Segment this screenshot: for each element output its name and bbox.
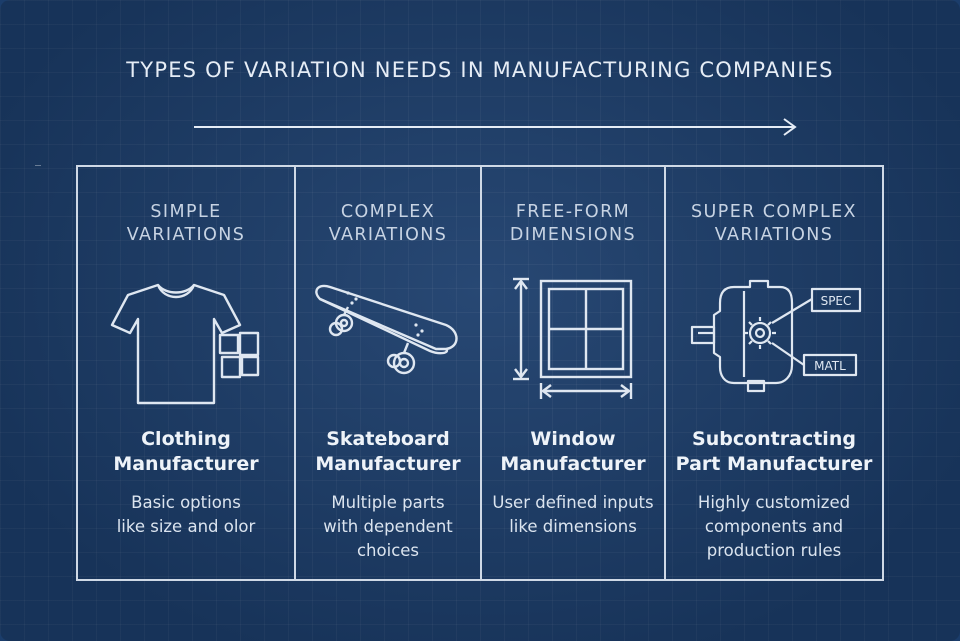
column-heading: COMPLEX VARIATIONS [328,202,448,245]
machined-part-icon: SPEC MATL [690,279,862,393]
column-heading: SIMPLE VARIATIONS [126,202,246,245]
t-shirt-icon [110,283,260,405]
manufacturer-name: Skateboard Manufacturer [315,428,461,475]
column-complex-variations: COMPLEX VARIATIONS [296,167,482,579]
variation-types-table: SIMPLE VARIATIONS Clothing Manufacturer … [76,165,884,581]
progression-arrow-icon [194,118,797,136]
variation-description: Multiple parts with dependent choices [323,493,453,560]
spec-label: SPEC [821,294,852,308]
manufacturer-name: Window Manufacturer [500,428,646,475]
variation-description: User defined inputs like dimensions [492,493,654,536]
column-heading: SUPER COMPLEX VARIATIONS [691,202,857,245]
column-heading: FREE-FORM DIMENSIONS [509,202,637,245]
manufacturer-name: Clothing Manufacturer [113,428,259,475]
grid-mark [35,165,41,166]
variation-description: Basic options like size and olor [116,493,256,536]
column-free-form-dimensions: FREE-FORM DIMENSIONS [482,167,666,579]
column-simple-variations: SIMPLE VARIATIONS Clothing Manufacturer … [78,167,296,579]
variation-description: Highly customized components and product… [697,493,851,560]
window-icon [513,277,633,399]
manufacturer-name: Subcontracting Part Manufacturer [675,428,873,475]
column-super-complex-variations: SUPER COMPLEX VARIATIONS [666,167,882,579]
material-label: MATL [814,359,846,373]
skateboard-icon [315,284,458,375]
diagram-title: TYPES OF VARIATION NEEDS IN MANUFACTURIN… [126,58,834,82]
